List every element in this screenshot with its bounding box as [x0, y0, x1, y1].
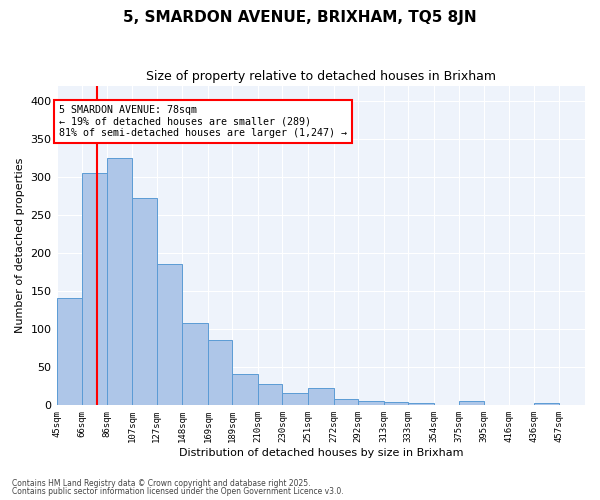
- Bar: [334, 399, 358, 405]
- X-axis label: Distribution of detached houses by size in Brixham: Distribution of detached houses by size …: [179, 448, 463, 458]
- Bar: [358, 401, 383, 405]
- Bar: [283, 394, 308, 405]
- Text: 5, SMARDON AVENUE, BRIXHAM, TQ5 8JN: 5, SMARDON AVENUE, BRIXHAM, TQ5 8JN: [123, 10, 477, 25]
- Bar: [383, 402, 408, 405]
- Bar: [82, 173, 107, 405]
- Bar: [107, 158, 132, 405]
- Bar: [258, 384, 283, 405]
- Bar: [232, 374, 258, 405]
- Bar: [534, 402, 559, 405]
- Text: Contains public sector information licensed under the Open Government Licence v3: Contains public sector information licen…: [12, 487, 344, 496]
- Bar: [459, 401, 484, 405]
- Bar: [157, 264, 182, 405]
- Text: 5 SMARDON AVENUE: 78sqm
← 19% of detached houses are smaller (289)
81% of semi-d: 5 SMARDON AVENUE: 78sqm ← 19% of detache…: [59, 104, 347, 138]
- Bar: [56, 298, 82, 405]
- Bar: [208, 340, 232, 405]
- Text: Contains HM Land Registry data © Crown copyright and database right 2025.: Contains HM Land Registry data © Crown c…: [12, 478, 311, 488]
- Bar: [132, 198, 157, 405]
- Bar: [408, 404, 434, 405]
- Title: Size of property relative to detached houses in Brixham: Size of property relative to detached ho…: [146, 70, 496, 83]
- Y-axis label: Number of detached properties: Number of detached properties: [15, 158, 25, 333]
- Bar: [182, 322, 208, 405]
- Bar: [308, 388, 334, 405]
